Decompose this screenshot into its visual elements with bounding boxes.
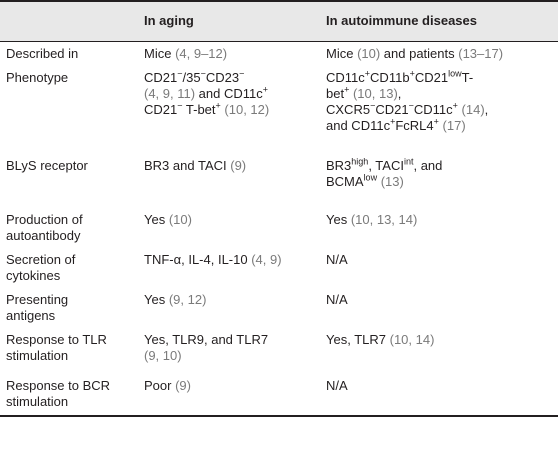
cell-autoimmune: Yes, TLR7 (10, 14) — [326, 331, 435, 347]
cell-autoimmune: BR3high, TACIint, and BCMAlow (13) — [326, 156, 443, 189]
header-autoimmune: In autoimmune diseases — [323, 0, 558, 42]
table-header: In aging In autoimmune diseases — [0, 0, 558, 42]
header-aging: In aging — [141, 0, 323, 42]
table-body: Described in Mice (4, 9–12) Mice (10) an… — [0, 42, 558, 417]
cell-autoimmune: N/A — [326, 251, 348, 267]
table-row: Phenotype CD21−/35−CD23− (4, 9, 11) and C… — [0, 66, 558, 154]
row-label: Described in — [6, 46, 79, 61]
header-col1 — [0, 0, 141, 42]
cell-autoimmune: CD11c+CD11b+CD21lowT-bet+ (10, 13), CXCR5… — [326, 68, 489, 133]
cell-autoimmune: Yes (10, 13, 14) — [326, 211, 418, 227]
table-row: BLyS receptor BR3 and TACI (9) BR3high, … — [0, 154, 558, 208]
cell-autoimmune: Mice (10) and patients (13–17) — [326, 46, 504, 61]
row-label: BLyS receptor — [6, 157, 88, 173]
table-row: Response to TLR stimulation Yes, TLR9, an… — [0, 328, 558, 374]
cell-aging: Poor (9) — [141, 373, 323, 417]
cell-aging: Yes (9, 12) — [144, 291, 207, 307]
cell-aging: TNF-α, IL-4, IL-10 (4, 9) — [144, 251, 282, 267]
header-row: In aging In autoimmune diseases — [0, 0, 558, 42]
table-row: Response to BCR stimulation Poor (9) N/A — [0, 373, 558, 417]
row-label: Phenotype — [6, 69, 69, 85]
cell-aging: Yes (10) — [144, 211, 192, 227]
table-row: Secretion of cytokines TNF-α, IL-4, IL-10… — [0, 248, 558, 288]
table-row: Production of autoantibody Yes (10) Yes (… — [0, 208, 558, 248]
table-row: Described in Mice (4, 9–12) Mice (10) an… — [0, 42, 558, 66]
row-label: Secretion of cytokines — [6, 251, 76, 283]
row-label: Presenting antigens — [6, 291, 69, 323]
row-label: Response to TLR stimulation — [6, 331, 107, 363]
row-label: Production of autoantibody — [6, 211, 83, 243]
cell-aging: Yes, TLR9, and TLR7 (9, 10) — [144, 331, 269, 363]
row-label: Response to BCR stimulation — [0, 373, 141, 417]
cell-aging: Mice (4, 9–12) — [144, 46, 228, 61]
cell-aging: CD21−/35−CD23− (4, 9, 11) and CD11c+ CD21−… — [144, 68, 270, 117]
table-row: Presenting antigens Yes (9, 12) N/A — [0, 288, 558, 328]
comparison-table: In aging In autoimmune diseases Describe… — [0, 0, 558, 417]
cell-autoimmune: N/A — [326, 291, 348, 307]
cell-autoimmune: N/A — [323, 373, 558, 417]
cell-aging: BR3 and TACI (9) — [144, 157, 247, 173]
